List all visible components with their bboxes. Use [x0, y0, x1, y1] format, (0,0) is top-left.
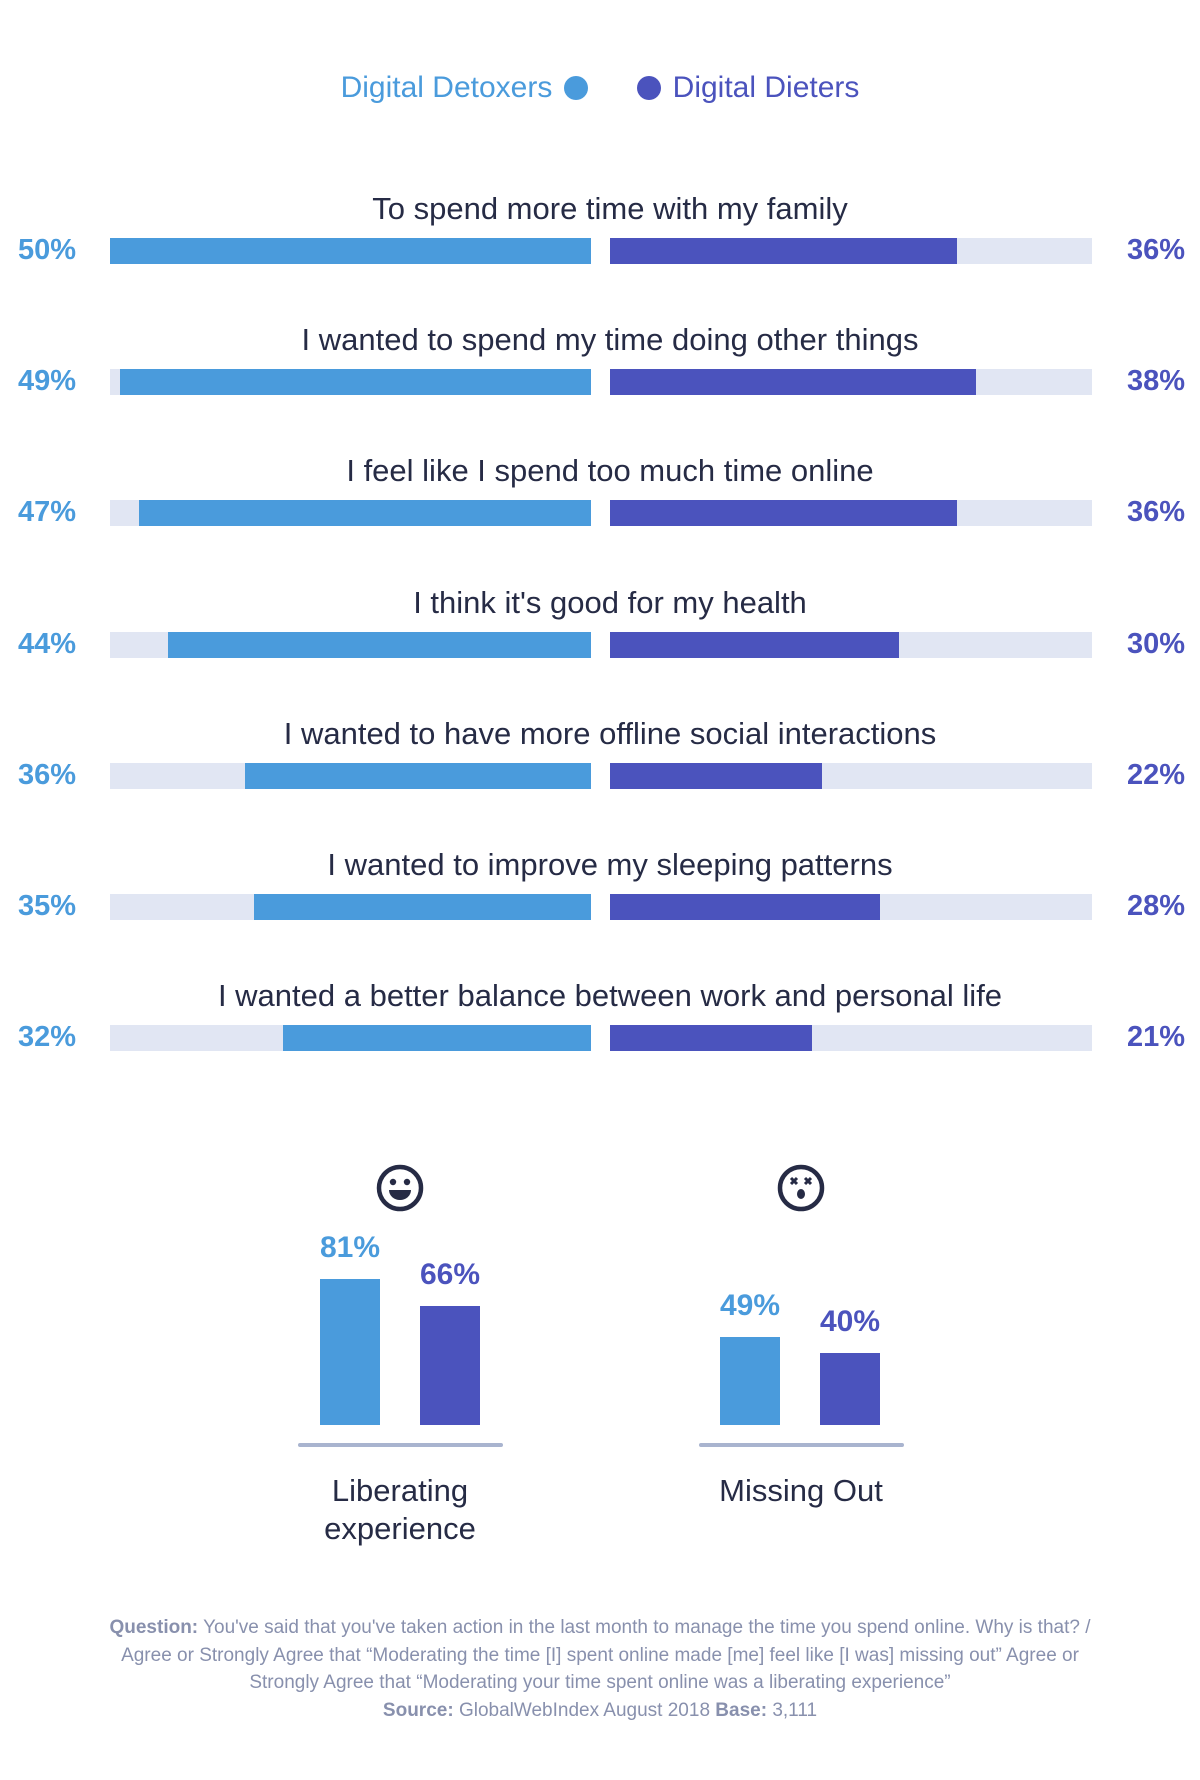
- category-label-line: Liberating: [331, 1473, 469, 1508]
- dieters-value-label: 22%: [1126, 758, 1185, 791]
- detoxers-track: [110, 500, 591, 527]
- detoxers-bar: [110, 238, 591, 264]
- row-label: I feel like I spend too much time online: [346, 453, 874, 489]
- source-label: Source:: [382, 1699, 454, 1721]
- legend-dieters-dot: [636, 76, 661, 101]
- dieters-track: [610, 1025, 1092, 1052]
- detoxers-bar: [138, 500, 591, 527]
- dieters-track: [610, 631, 1092, 658]
- footnote: Question: You've said that you've taken …: [90, 1614, 1110, 1724]
- dieters-bar: [610, 1025, 813, 1052]
- detoxers-column-label: 49%: [719, 1288, 781, 1322]
- detoxers-track: [110, 631, 591, 658]
- dieters-column: [820, 1353, 880, 1425]
- category-label: Missing Out: [651, 1472, 951, 1510]
- dieters-bar: [610, 762, 823, 789]
- detoxers-value-label: 32%: [18, 1021, 77, 1054]
- legend: Digital Detoxers Digital Dieters: [0, 70, 1200, 105]
- category-label-line: experience: [324, 1511, 476, 1546]
- detoxers-bar: [119, 369, 591, 396]
- detoxers-value-label: 36%: [18, 758, 77, 791]
- detoxers-track: [110, 369, 591, 396]
- dieters-value-label: 36%: [1126, 234, 1185, 266]
- detoxers-track: [110, 762, 591, 789]
- detoxers-column: [720, 1336, 780, 1425]
- dieters-bar: [610, 894, 880, 920]
- detoxers-bar: [254, 894, 591, 920]
- axis-baseline: [699, 1443, 904, 1447]
- dieters-bar: [610, 238, 958, 264]
- detoxers-column: [320, 1279, 380, 1425]
- dieters-column: [420, 1306, 480, 1425]
- dieters-value-label: 36%: [1126, 496, 1185, 529]
- dieters-track: [610, 894, 1092, 920]
- detoxers-track: [110, 894, 591, 920]
- detoxers-track: [110, 238, 591, 264]
- detoxers-track: [110, 1025, 591, 1052]
- legend-detoxers-label: Digital Detoxers: [340, 71, 553, 105]
- legend-dieters-label: Digital Dieters: [672, 71, 860, 105]
- row-label: I wanted to spend my time doing other th…: [301, 322, 919, 358]
- base-label: Base:: [715, 1699, 768, 1721]
- dieters-bar: [610, 500, 958, 527]
- detoxers-bar: [244, 762, 591, 789]
- dieters-value-label: 28%: [1126, 890, 1185, 922]
- source-text: GlobalWebIndex August 2018: [458, 1699, 711, 1721]
- dieters-column-label: 40%: [819, 1305, 881, 1338]
- row-label: I wanted to have more offline social int…: [283, 715, 937, 751]
- base-text: 3,111: [772, 1699, 818, 1721]
- question-label: Question:: [109, 1617, 199, 1638]
- dieters-value-label: 21%: [1126, 1021, 1185, 1054]
- axis-baseline: [298, 1443, 503, 1447]
- detoxers-value-label: 47%: [18, 496, 77, 529]
- row-label: I wanted a better balance between work a…: [217, 978, 1003, 1014]
- row-label: To spend more time with my family: [372, 191, 848, 226]
- dieters-column-label: 66%: [419, 1258, 481, 1292]
- dieters-track: [610, 238, 1092, 264]
- detoxers-bar: [283, 1025, 591, 1052]
- dieters-track: [610, 369, 1092, 396]
- detoxers-value-label: 49%: [18, 365, 77, 398]
- row-label: I wanted to improve my sleeping patterns: [327, 847, 893, 882]
- question-text: You've said that you've taken action in …: [121, 1617, 1091, 1693]
- dieters-track: [610, 762, 1092, 789]
- dieters-bar: [610, 369, 977, 396]
- legend-detoxers-dot: [564, 76, 589, 101]
- dieters-value-label: 30%: [1126, 627, 1185, 660]
- detoxers-column-label: 81%: [319, 1231, 381, 1265]
- dieters-bar: [610, 631, 900, 658]
- dizzy-shocked-face-icon: [776, 1163, 826, 1213]
- detoxers-value-label: 44%: [18, 627, 77, 660]
- dieters-value-label: 38%: [1126, 365, 1185, 398]
- detoxers-value-label: 35%: [18, 890, 77, 922]
- dieters-track: [610, 500, 1092, 527]
- detoxers-value-label: 50%: [18, 234, 77, 266]
- detoxers-bar: [167, 631, 591, 658]
- category-label-line: Missing Out: [719, 1473, 883, 1508]
- row-label: I think it's good for my health: [413, 584, 807, 620]
- smiling-face-icon: [375, 1163, 425, 1213]
- category-label: Liberating experience: [250, 1472, 550, 1548]
